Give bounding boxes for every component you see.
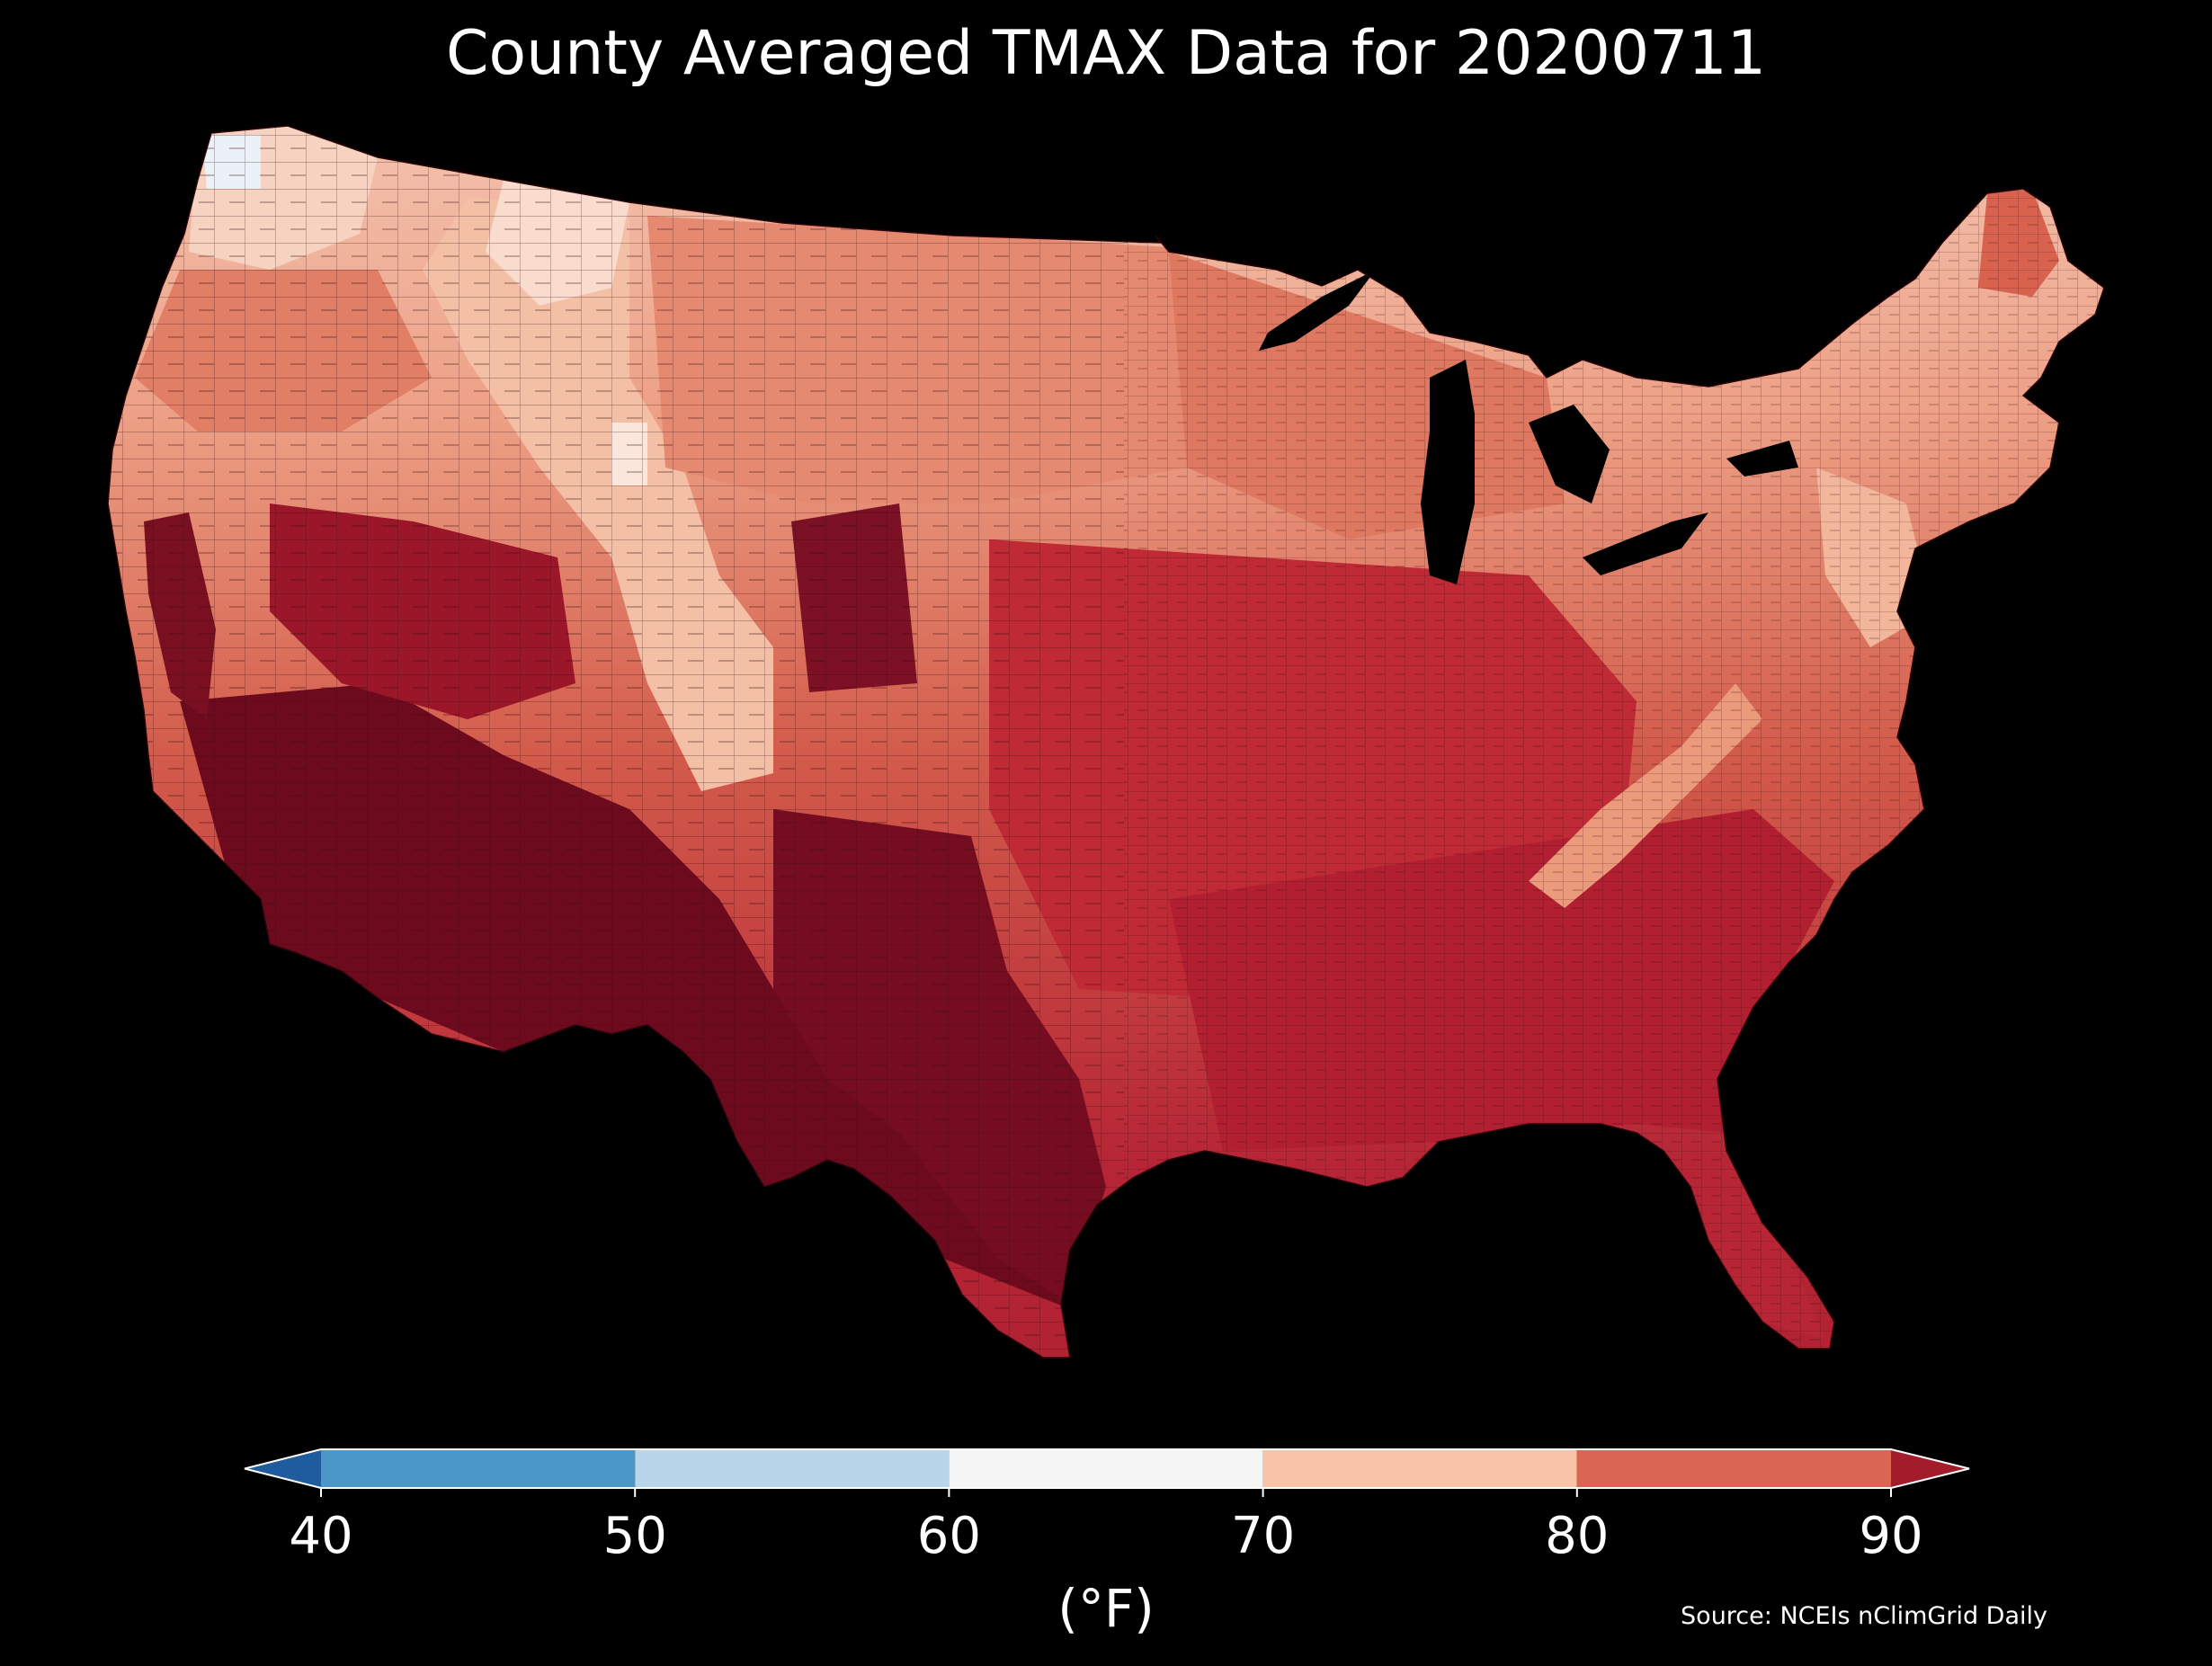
colorbar-bin-6 [1891,1449,1969,1488]
colorbar-tick-label: 40 [289,1507,352,1565]
colorbar-units-label: (°F) [1057,1578,1155,1639]
lake-superior [1259,270,1376,351]
colorbar-tick-label: 50 [603,1507,667,1565]
colorbar-tick-label: 60 [917,1507,981,1565]
colorbar-tick-label: 80 [1545,1507,1609,1565]
colorbar-bins [244,1448,1970,1489]
lake-michigan [1421,360,1475,584]
map-title: County Averaged TMAX Data for 20200711 [446,18,1766,89]
colorbar-ticks: 40 50 60 70 80 90 [289,1488,1923,1565]
colorbar-bin-5 [1576,1449,1891,1488]
great-lakes [1259,270,1798,584]
colorbar-bin-3 [949,1449,1263,1488]
colorbar-bin-1 [321,1449,636,1488]
colorbar-tick-label: 90 [1859,1507,1922,1565]
colorbar-tick-label: 70 [1231,1507,1295,1565]
source-credit: Source: NCEIs nClimGrid Daily [1681,1602,2047,1630]
colorbar-bin-4 [1262,1449,1577,1488]
lake-huron [1529,405,1610,503]
colorbar-bin-2 [635,1449,950,1488]
colorbar-bin-0 [245,1449,321,1488]
lake-ontario [1726,441,1798,477]
lake-erie [1583,512,1708,575]
